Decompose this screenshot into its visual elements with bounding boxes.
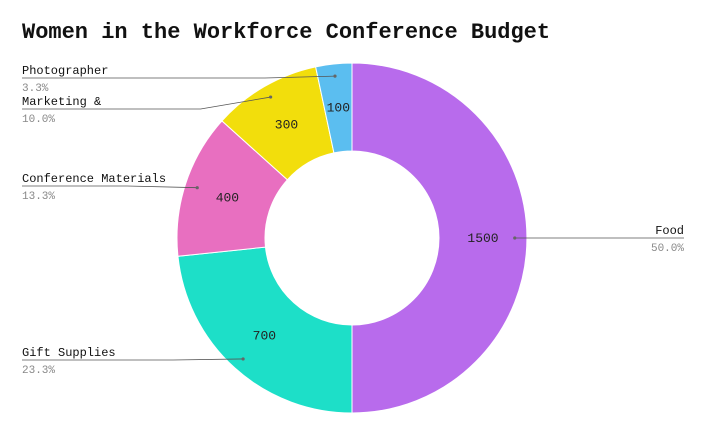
value-label-gift-supplies: 700 <box>253 328 276 343</box>
percent-label-gift-supplies: 23.3% <box>22 365 55 377</box>
leader-lines-group <box>22 74 684 361</box>
slice-gift-supplies <box>177 246 353 414</box>
category-label-gift-supplies: Gift Supplies <box>22 346 116 360</box>
leader-line-photographer <box>22 75 335 79</box>
leader-line-conference-materials <box>22 185 198 189</box>
percent-label-conference-materials: 13.3% <box>22 191 55 203</box>
slices-group <box>176 62 528 414</box>
leader-dot-food <box>513 236 517 240</box>
category-label-marketing: Marketing & <box>22 95 101 109</box>
leader-dot-conference-materials <box>195 186 199 190</box>
percent-label-marketing: 10.0% <box>22 114 55 126</box>
category-label-photographer: Photographer <box>22 64 108 78</box>
value-label-conference-materials: 400 <box>216 191 239 206</box>
value-label-photographer: 100 <box>327 101 350 116</box>
category-label-conference-materials: Conference Materials <box>22 172 166 186</box>
category-label-food: Food <box>655 224 684 238</box>
percent-label-photographer: 3.3% <box>22 83 49 95</box>
leader-dot-gift-supplies <box>241 357 245 361</box>
leader-line-marketing <box>22 96 271 110</box>
percent-label-food: 50.0% <box>651 243 684 255</box>
slice-food <box>351 62 528 414</box>
leader-dot-photographer <box>333 74 337 78</box>
slice-photographer <box>315 62 353 154</box>
value-label-food: 1500 <box>467 231 498 246</box>
leader-line-gift-supplies <box>22 358 244 361</box>
chart-title: Women in the Workforce Conference Budget <box>22 20 551 45</box>
labels-group: 1500 Food 50.0% 700 Gift Supplies 23.3% 400 Con… <box>22 64 684 377</box>
value-label-marketing: 300 <box>275 118 298 133</box>
leader-dot-marketing <box>269 95 273 99</box>
